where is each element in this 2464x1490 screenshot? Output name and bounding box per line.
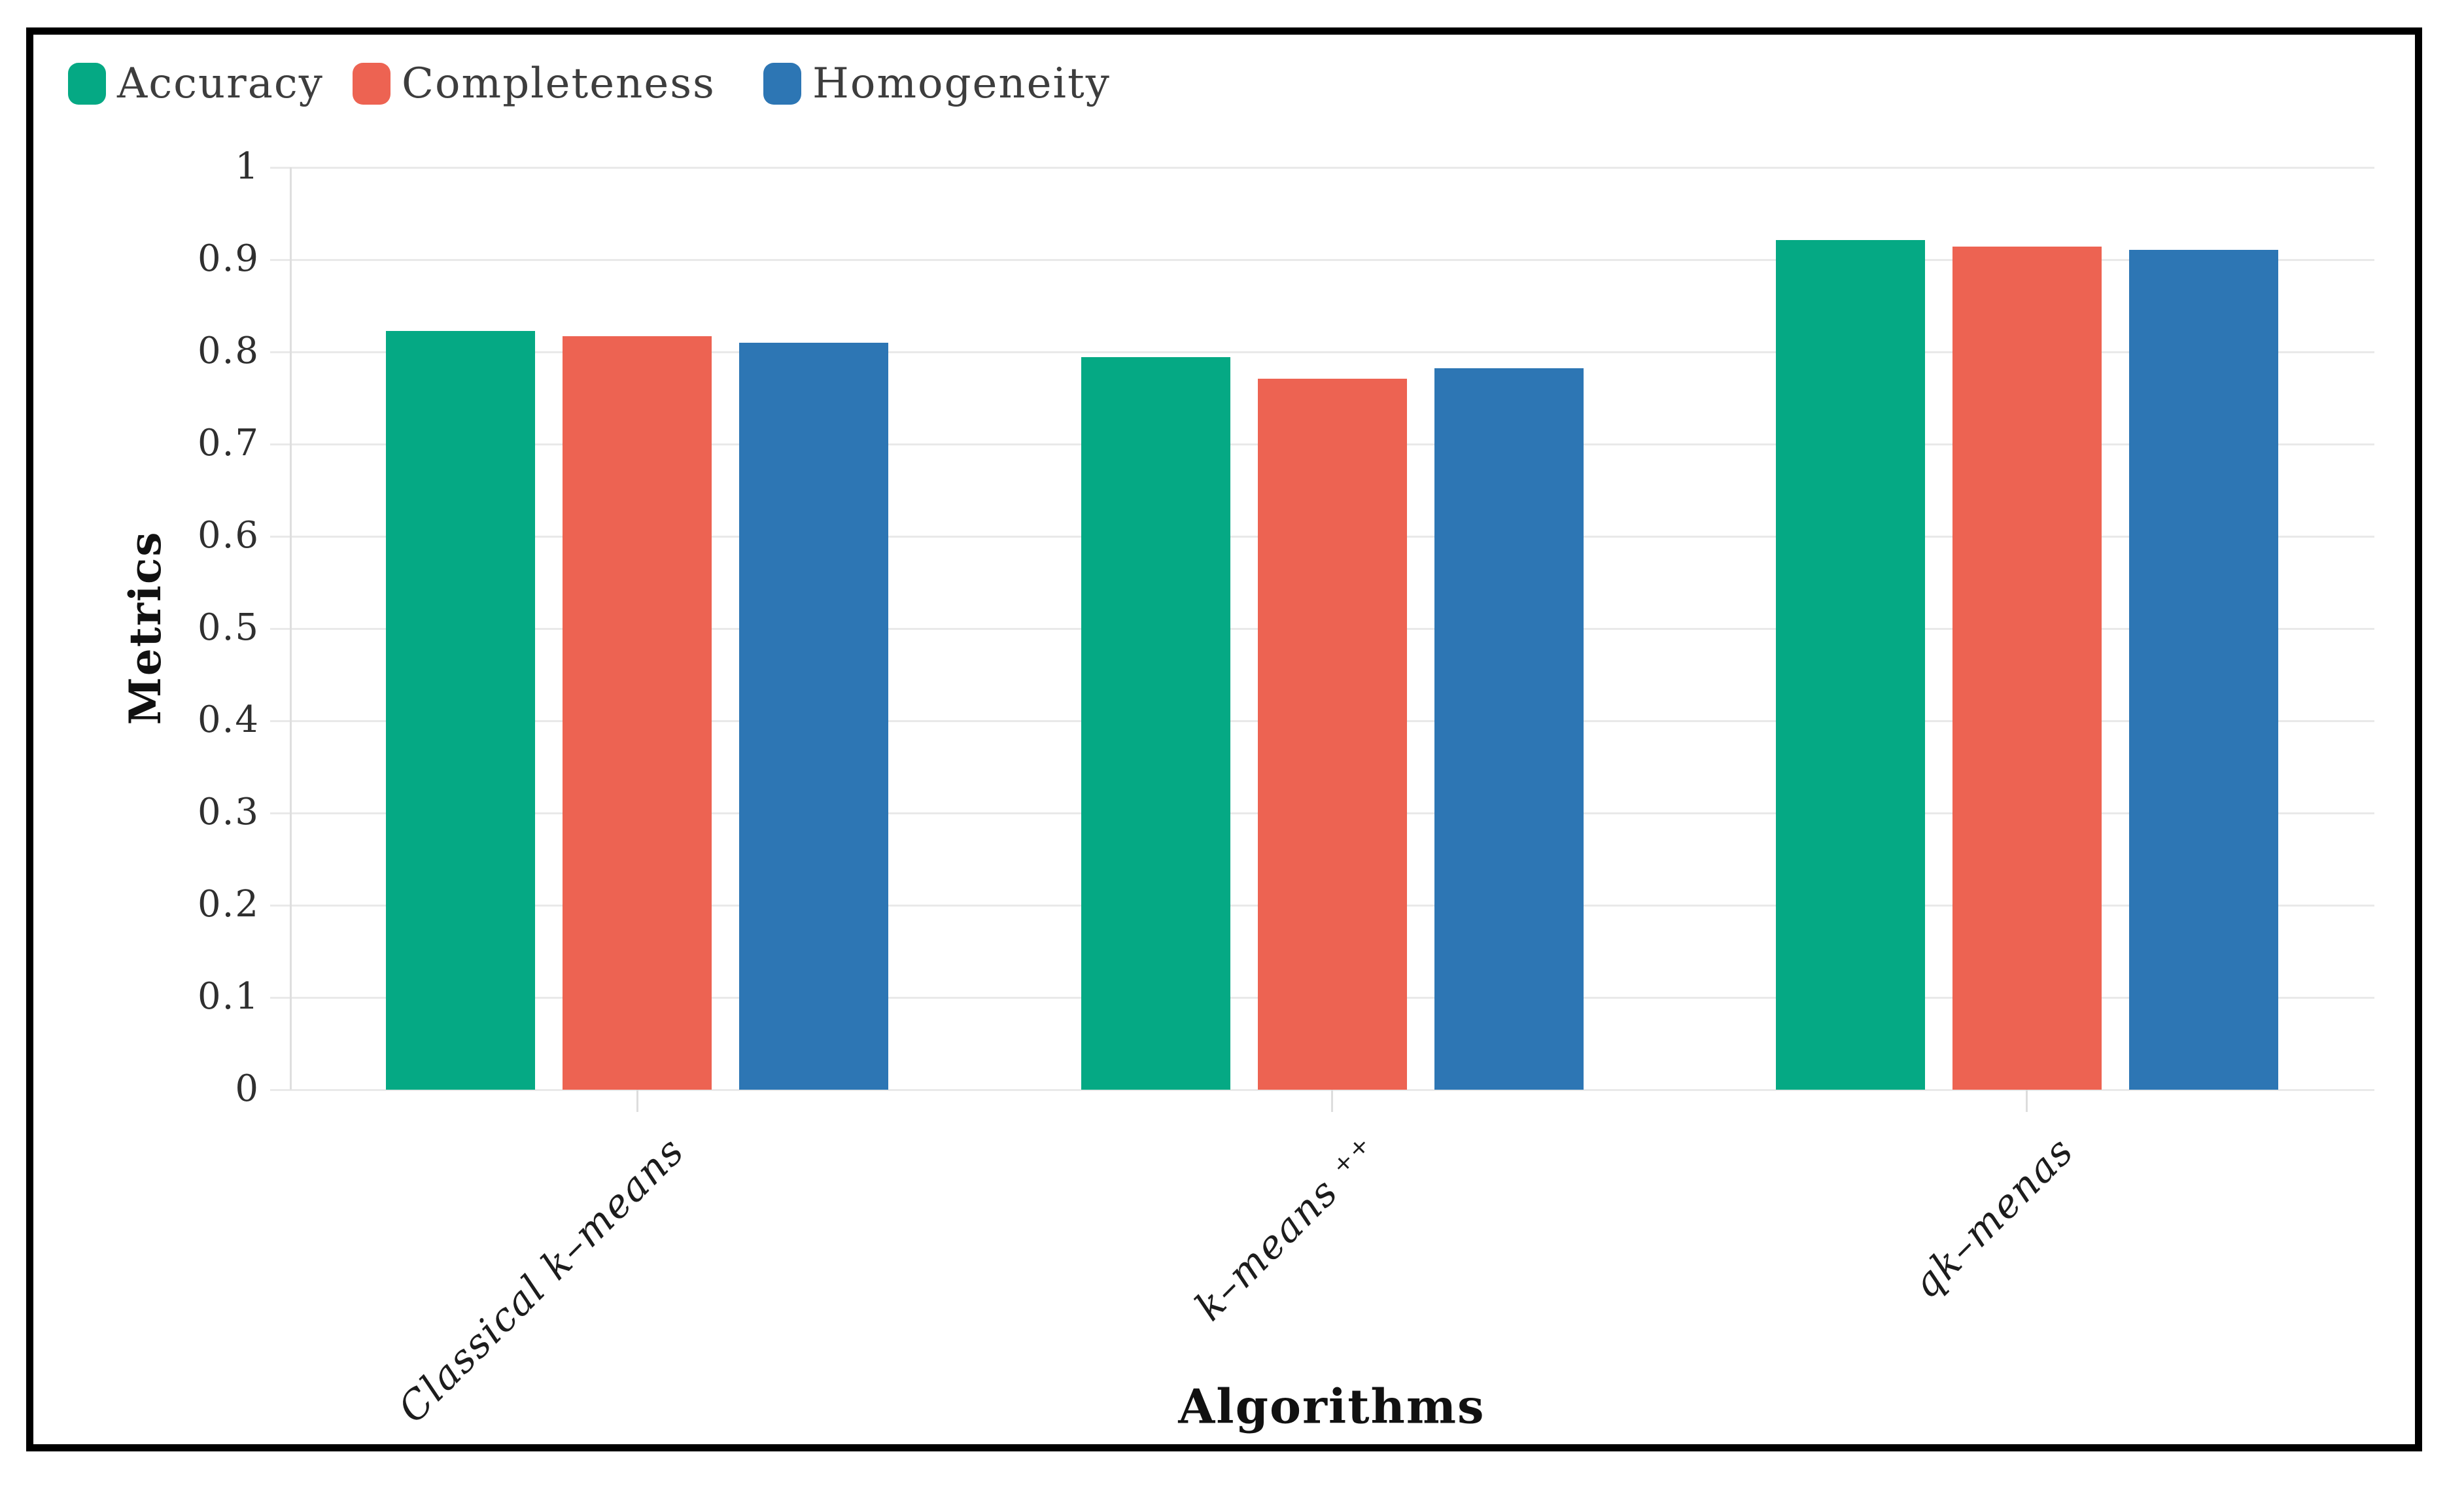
x-category-label-2: k–means ⁺⁺ [1186,1128,1389,1330]
y-tick-label-1: 1 [235,145,260,188]
gridline-1 [270,166,2374,169]
bar-homogeneity-1 [739,342,889,1090]
y-tick-label-0.5: 0.5 [197,606,260,649]
accuracy-swatch-icon [68,63,106,105]
homogeneity-swatch-icon [763,63,801,105]
y-tick-label-0.7: 0.7 [197,421,260,464]
legend-label-accuracy: Accuracy [117,60,324,108]
legend-label-completeness: Completeness [402,60,716,108]
legend-item-completeness: Completeness [353,63,716,105]
legend-item-homogeneity: Homogeneity [763,63,1111,105]
y-axis-tick-labels: 0 0.1 0.2 0.3 0.4 0.5 0.6 0.7 0.8 0.9 1 [0,148,290,1107]
y-tick-label-0.6: 0.6 [197,513,260,557]
y-tick-label-0: 0 [235,1067,260,1110]
x-tick-3 [2026,1090,2028,1112]
bar-homogeneity-3 [2128,249,2278,1090]
y-tick-label-0.8: 0.8 [197,329,260,372]
x-category-label-3: qk–menas [1903,1128,2083,1308]
completeness-swatch-icon [353,63,390,105]
y-tick-label-0.1: 0.1 [197,975,260,1018]
bar-accuracy-2 [1081,357,1230,1090]
legend-label-homogeneity: Homogeneity [812,60,1111,108]
figure-border [26,27,2422,1451]
y-tick-label-0.3: 0.3 [197,790,260,833]
y-axis-line [290,167,292,1090]
bar-completeness-3 [1952,247,2102,1090]
bar-accuracy-1 [386,330,536,1090]
bar-homogeneity-2 [1434,368,1584,1090]
y-tick-label-0.2: 0.2 [197,882,260,926]
plot-area [270,166,2374,1112]
bar-completeness-1 [563,336,712,1090]
gridline-0.9 [270,258,2374,261]
gridline-0.8 [270,351,2374,353]
bar-accuracy-3 [1775,240,1925,1090]
y-tick-label-0.9: 0.9 [197,237,260,280]
x-axis-category-labels: Classical k–means k–means ⁺⁺ qk–menas [290,1090,2374,1432]
x-tick-2 [1331,1090,1333,1112]
y-tick-label-0.4: 0.4 [197,698,260,741]
x-axis-title: Algorithms [1178,1378,1485,1434]
x-tick-1 [636,1090,638,1112]
gridline-0 [270,1088,2374,1091]
legend-item-accuracy: Accuracy [68,63,324,105]
bar-completeness-2 [1257,378,1407,1090]
